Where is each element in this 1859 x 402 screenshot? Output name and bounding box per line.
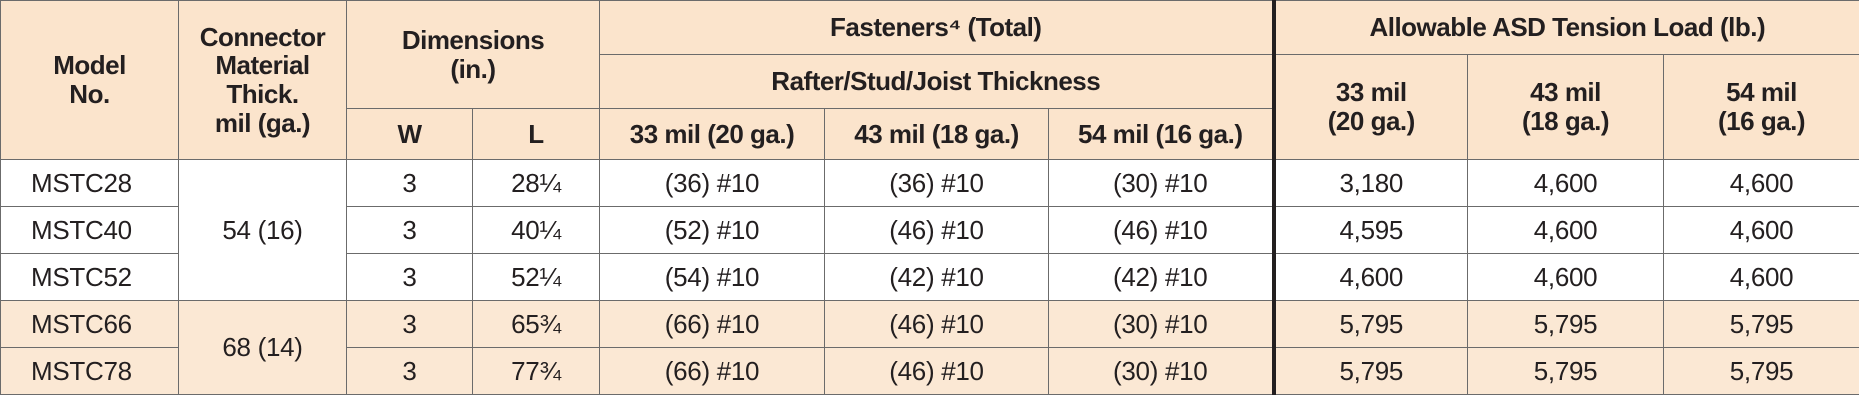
table-cell: MSTC40 (0, 206, 179, 254)
table-row: MSTC40 3 40¼ (52) #10 (46) #10 (46) #10 4,595 4… (0, 206, 1859, 254)
header-cell: Dimensions (in.) (346, 0, 600, 109)
table-cell: 5,795 (1467, 300, 1665, 348)
table-cell: 5,795 (1273, 300, 1469, 348)
table-cell: (66) #10 (599, 300, 825, 348)
table-cell: (46) #10 (824, 206, 1049, 254)
header-cell: Rafter/Stud/Joist Thickness (598, 54, 1276, 109)
table-cell: 4,600 (1663, 206, 1859, 254)
table-cell: 3,180 (1273, 159, 1469, 207)
table-cell: 4,600 (1663, 253, 1859, 301)
table-cell: 40¼ (472, 206, 600, 254)
table-row: MSTC78 3 77¾ (66) #10 (46) #10 (30) #10 5,795 5… (0, 347, 1859, 395)
table-cell: 4,600 (1467, 206, 1665, 254)
header-cell: W (346, 108, 473, 160)
table-cell: (30) #10 (1047, 300, 1276, 348)
header-cell: 54 mil (16 ga.) (1047, 108, 1276, 160)
header-cell: Model No. (0, 0, 179, 160)
header-cell: 33 mil (20 ga.) (1273, 54, 1469, 160)
table-body: MSTC28 54 (16) 3 28¼ (36) #10 (36) #10 (30) #1… (0, 159, 1859, 395)
table-cell: (30) #10 (1047, 159, 1276, 207)
table-cell: 65¾ (472, 300, 600, 348)
header-cell: Connector Material Thick. mil (ga.) (178, 0, 347, 160)
header-cell: 43 mil (18 ga.) (824, 108, 1049, 160)
table-cell: (30) #10 (1047, 347, 1276, 395)
table-cell: 68 (14) (178, 300, 347, 395)
table-cell: 77¾ (472, 347, 600, 395)
table-cell: 4,600 (1467, 159, 1665, 207)
table-cell: (66) #10 (599, 347, 825, 395)
table-cell: 3 (346, 159, 473, 207)
table-cell: (54) #10 (599, 253, 825, 301)
table-cell: (42) #10 (824, 253, 1049, 301)
header-cell: Fasteners⁴ (Total) (598, 0, 1276, 55)
table-cell: 4,600 (1467, 253, 1665, 301)
table-cell: 4,600 (1273, 253, 1469, 301)
table-cell: (42) #10 (1047, 253, 1276, 301)
table-cell: 5,795 (1273, 347, 1469, 395)
table-cell: (36) #10 (599, 159, 825, 207)
table-cell: 5,795 (1467, 347, 1665, 395)
table-cell: (36) #10 (824, 159, 1049, 207)
table-cell: 3 (346, 253, 473, 301)
table-cell: 3 (346, 206, 473, 254)
table-cell: 5,795 (1663, 300, 1859, 348)
table-cell: 52¼ (472, 253, 600, 301)
table-row: MSTC28 54 (16) 3 28¼ (36) #10 (36) #10 (30) #1… (0, 159, 1859, 301)
table-cell: MSTC78 (0, 347, 179, 395)
table-cell: 4,595 (1273, 206, 1469, 254)
table-cell: 54 (16) (178, 159, 347, 301)
header-cell: Allowable ASD Tension Load (lb.) (1273, 0, 1859, 55)
header-cell: 54 mil (16 ga.) (1663, 54, 1859, 160)
header-cell: 33 mil (20 ga.) (599, 108, 825, 160)
table-cell: MSTC28 (0, 159, 179, 207)
table-cell: 3 (346, 347, 473, 395)
table-cell: (46) #10 (824, 347, 1049, 395)
table-cell: (46) #10 (1047, 206, 1276, 254)
table-cell: (52) #10 (599, 206, 825, 254)
header-cell: 43 mil (18 ga.) (1467, 54, 1665, 160)
table-cell: 5,795 (1663, 347, 1859, 395)
table-cell: 3 (346, 300, 473, 348)
table-cell: MSTC52 (0, 253, 179, 301)
table-cell: 4,600 (1663, 159, 1859, 207)
table-cell: (46) #10 (824, 300, 1049, 348)
table-row: MSTC66 68 (14) 3 65¾ (66) #10 (46) #10 (30) #1… (0, 300, 1859, 395)
table-cell: MSTC66 (0, 300, 179, 348)
table-cell: 28¼ (472, 159, 600, 207)
header-cell: L (472, 108, 600, 160)
